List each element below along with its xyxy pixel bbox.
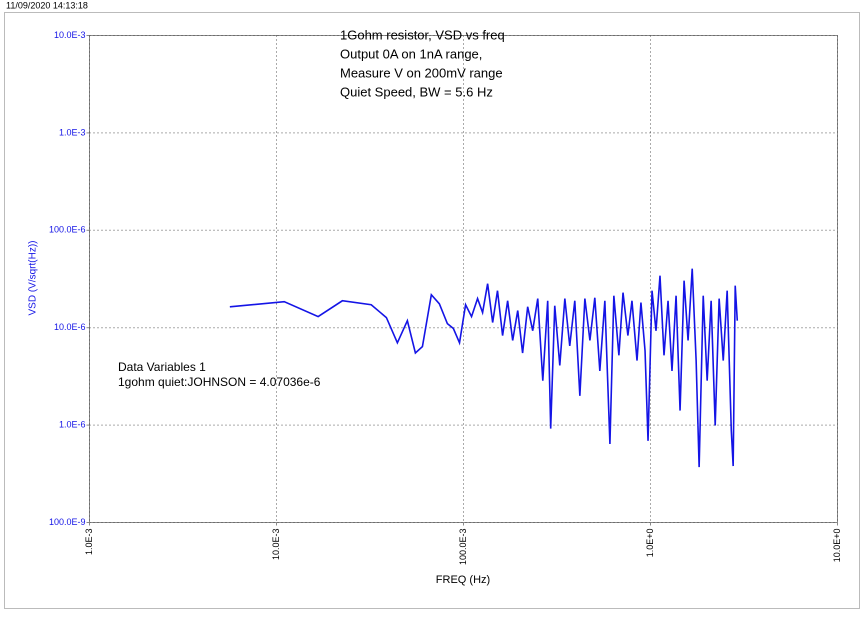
y-tick-label: 10.0E-6 (54, 322, 86, 332)
x-tick-label: 1.0E-3 (84, 529, 94, 556)
plot-area (89, 35, 838, 523)
y-tick-label: 1.0E-3 (59, 127, 86, 137)
title-line: Output 0A on 1nA range, (340, 46, 482, 61)
x-axis-label: FREQ (Hz) (436, 574, 490, 586)
timestamp: 11/09/2020 14:13:18 (6, 0, 88, 10)
x-tick-label: 10.0E+0 (832, 529, 842, 563)
annotation-line: Data Variables 1 (118, 360, 206, 374)
y-tick-label: 10.0E-3 (54, 30, 86, 40)
annotation-line: 1gohm quiet:JOHNSON = 4.07036e-6 (118, 375, 321, 389)
title-line: Measure V on 200mV range (340, 65, 503, 80)
title-line: 1Gohm resistor, VSD vs freq (340, 27, 505, 42)
y-axis-label: VSD (V/sqrt(Hz)) (28, 241, 39, 316)
x-tick-label: 10.0E-3 (271, 529, 281, 561)
title-line: Quiet Speed, BW = 5.6 Hz (340, 84, 493, 99)
y-tick-label: 100.0E-6 (49, 225, 86, 235)
y-tick-label: 1.0E-6 (59, 419, 86, 429)
y-tick-label: 100.0E-9 (49, 517, 86, 527)
x-tick-label: 100.0E-3 (458, 529, 468, 566)
frame (4, 12, 860, 609)
x-tick-label: 1.0E+0 (645, 529, 655, 558)
data-line (229, 268, 739, 468)
